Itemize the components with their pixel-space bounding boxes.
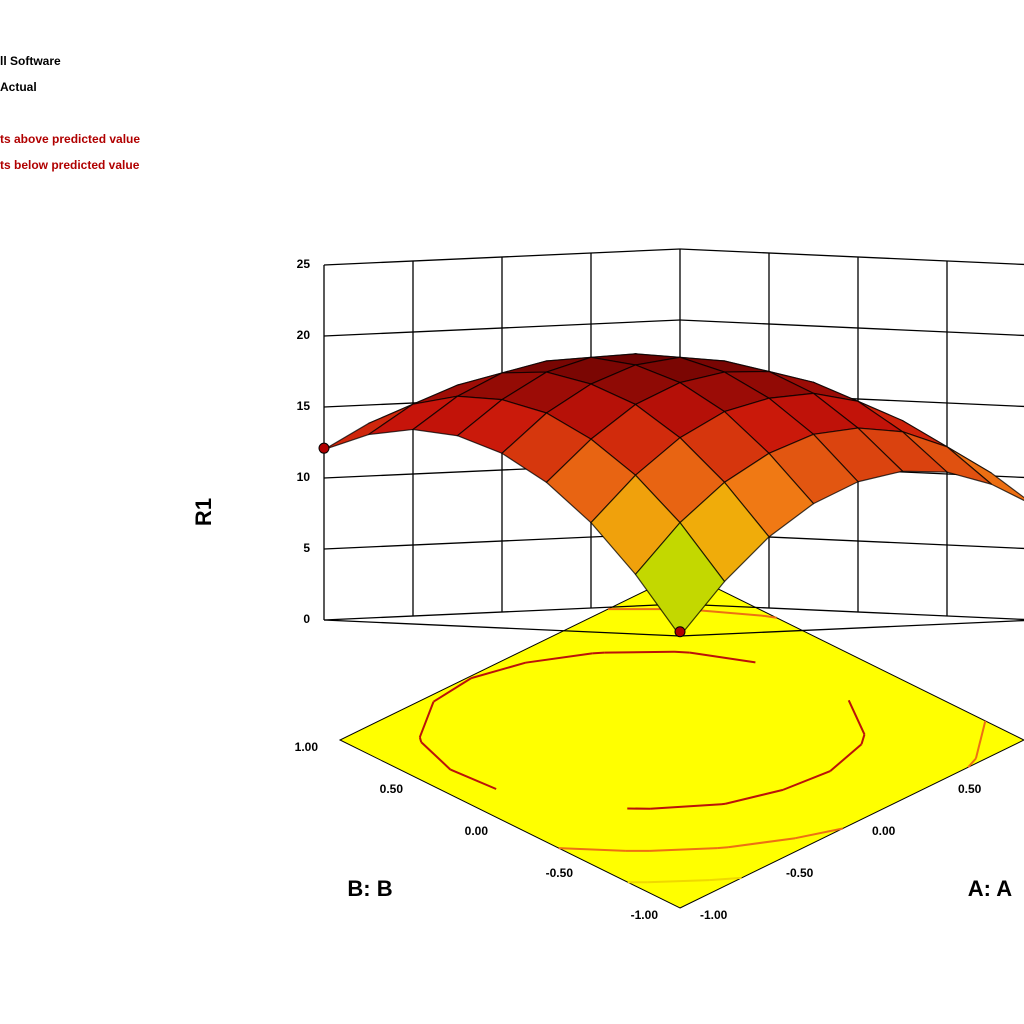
contour-line — [418, 701, 435, 738]
y-tick-label: -1.00 — [631, 908, 659, 922]
contour-line — [432, 677, 472, 703]
annotation: ts below predicted value — [0, 158, 140, 172]
contour-line — [420, 741, 452, 771]
contour-line — [647, 879, 710, 884]
contour-line — [795, 827, 843, 840]
y-tick-label: 0.50 — [380, 782, 404, 796]
contour-line — [418, 736, 423, 743]
z-tick-label: 10 — [297, 470, 311, 484]
x-tick-label: -1.00 — [700, 908, 728, 922]
contour-line — [674, 650, 690, 654]
annotation: ts above predicted value — [0, 132, 140, 146]
annotation: Actual — [0, 80, 37, 94]
design-point — [318, 442, 330, 454]
contour-line — [450, 768, 497, 790]
contour-line — [860, 734, 866, 745]
contour-line — [558, 847, 626, 852]
z-tick-label: 5 — [303, 541, 310, 555]
contour-line — [709, 876, 742, 882]
z-tick-label: 0 — [303, 612, 310, 626]
contour-line — [525, 652, 593, 664]
design-point — [674, 626, 686, 638]
contour-line — [764, 614, 777, 619]
contour-line — [692, 608, 766, 617]
contour-line — [727, 837, 796, 849]
y-axis-label: B: B — [347, 876, 392, 901]
contour-line — [974, 720, 987, 759]
surface-cell — [634, 521, 726, 637]
contour-line — [717, 846, 729, 850]
contour-line — [782, 770, 831, 791]
x-tick-label: 0.00 — [872, 824, 896, 838]
contour-line — [847, 699, 866, 735]
y-tick-label: 1.00 — [295, 740, 319, 754]
x-axis-label: A: A — [968, 876, 1013, 901]
contour-line — [650, 803, 722, 810]
z-tick-label: 20 — [297, 328, 311, 342]
annotation: ll Software — [0, 54, 61, 68]
x-tick-label: -0.50 — [786, 866, 814, 880]
contour-line — [592, 651, 605, 655]
contour-line — [649, 847, 718, 852]
z-tick-label: 25 — [297, 257, 311, 271]
grid-line — [679, 319, 1024, 337]
z-tick-label: 15 — [297, 399, 311, 413]
z-axis-label: R1 — [191, 498, 216, 526]
x-tick-label: 0.50 — [958, 782, 982, 796]
grid-line — [679, 248, 1024, 266]
y-tick-label: 0.00 — [465, 824, 489, 838]
contour-line — [967, 757, 977, 768]
box-edge — [323, 619, 681, 637]
contour-line — [725, 788, 784, 805]
box-edge — [679, 619, 1024, 637]
contour-line — [829, 743, 863, 772]
contour-line — [604, 650, 675, 654]
contour-line — [689, 651, 756, 664]
y-tick-label: -0.50 — [546, 866, 574, 880]
contour-line — [470, 661, 526, 680]
